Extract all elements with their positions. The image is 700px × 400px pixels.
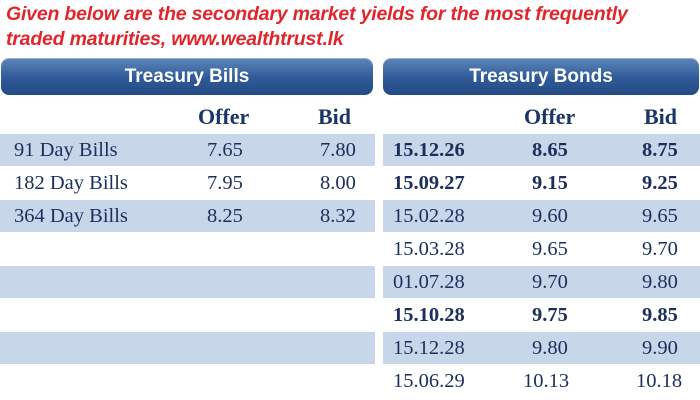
table-row: 15.03.28 9.65 9.70 [0,233,700,265]
bond-bid: 8.75 [642,139,678,161]
table-row: 15.12.28 9.80 9.90 [0,332,700,364]
treasury-bills-header: Treasury Bills [1,58,373,95]
column-divider [375,134,383,400]
bonds-bid-header: Bid [644,104,678,129]
intro-line-1: Given below are the secondary market yie… [6,3,628,25]
bill-offer: 7.65 [207,139,243,161]
table-row: 01.07.28 9.70 9.80 [0,266,700,298]
bond-maturity: 15.02.28 [393,205,465,227]
table-row: 182 Day Bills 7.95 8.00 15.09.27 9.15 9.… [0,167,700,199]
bond-bid: 9.25 [642,172,678,194]
bill-bid: 7.80 [320,139,356,161]
bond-offer: 8.65 [532,139,568,161]
bond-offer: 9.80 [532,337,568,359]
bond-bid: 9.90 [642,337,678,359]
bond-offer: 9.65 [532,238,568,260]
row-divider [0,364,700,365]
bond-maturity: 15.12.26 [393,139,465,161]
row-divider [0,331,700,332]
table-row: 15.06.29 10.13 10.18 [0,365,700,397]
row-divider [0,298,700,299]
bond-offer: 9.60 [532,205,568,227]
treasury-bonds-header: Treasury Bonds [383,58,699,95]
bond-maturity: 15.12.28 [393,337,465,359]
row-divider [0,199,700,200]
bonds-offer-header: Offer [524,104,576,129]
bill-offer: 8.25 [207,205,243,227]
bond-bid: 9.85 [642,304,678,326]
bond-offer: 9.15 [532,172,568,194]
column-header-row: Offer Bid Offer Bid [0,101,700,133]
bill-offer: 7.95 [207,172,243,194]
row-divider [0,232,700,233]
bond-bid: 9.80 [642,271,678,293]
row-divider [0,166,700,167]
bill-label: 182 Day Bills [14,172,128,194]
bill-bid: 8.00 [320,172,356,194]
bond-offer: 9.75 [532,304,568,326]
intro-text: Given below are the secondary market yie… [6,2,696,52]
intro-line-2: traded maturities, www.wealthtrust.lk [6,28,344,50]
bill-label: 364 Day Bills [14,205,128,227]
bills-bid-header: Bid [318,104,352,129]
bond-offer: 10.13 [523,370,570,392]
bond-maturity: 15.09.27 [393,172,465,194]
bill-label: 91 Day Bills [14,139,118,161]
bond-bid: 10.18 [636,370,683,392]
bond-bid: 9.65 [642,205,678,227]
bond-maturity: 15.03.28 [393,238,465,260]
table-row: 91 Day Bills 7.65 7.80 15.12.26 8.65 8.7… [0,134,700,166]
bond-offer: 9.70 [532,271,568,293]
bond-maturity: 15.10.28 [393,304,465,326]
bond-maturity: 01.07.28 [393,271,465,293]
bond-bid: 9.70 [642,238,678,260]
bond-maturity: 15.06.29 [393,370,465,392]
table-row: 364 Day Bills 8.25 8.32 15.02.28 9.60 9.… [0,200,700,232]
table-row: 15.10.28 9.75 9.85 [0,299,700,331]
bills-offer-header: Offer [198,104,250,129]
row-divider [0,265,700,266]
bill-bid: 8.32 [320,205,356,227]
